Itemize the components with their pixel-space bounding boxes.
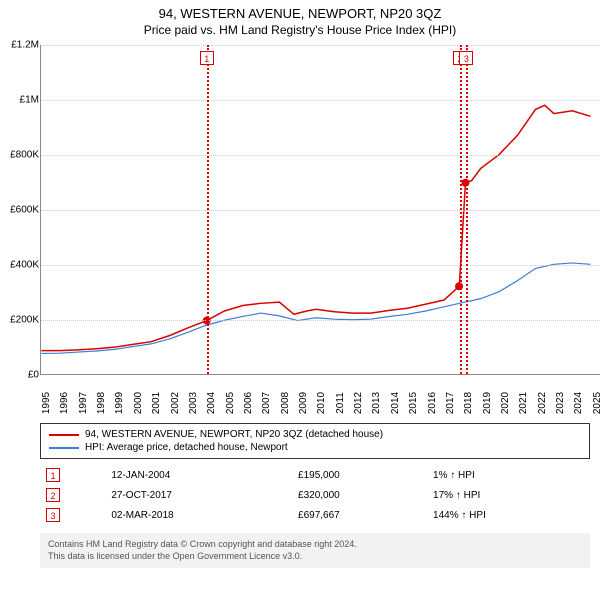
x-axis-tick: 2024 — [573, 392, 584, 414]
chart-subtitle: Price paid vs. HM Land Registry's House … — [0, 21, 600, 45]
event-flag-icon: 1 — [46, 468, 60, 482]
y-axis-tick: £1.2M — [1, 40, 39, 51]
event-price: £697,667 — [292, 505, 427, 525]
gridline — [41, 45, 600, 46]
chart-container: 94, WESTERN AVENUE, NEWPORT, NP20 3QZ Pr… — [0, 0, 600, 568]
event-date: 02-MAR-2018 — [105, 505, 292, 525]
legend-swatch — [49, 434, 79, 436]
gridline — [41, 100, 600, 101]
legend-label: HPI: Average price, detached house, Newp… — [85, 442, 288, 453]
x-axis-tick: 2011 — [335, 392, 346, 414]
x-axis-tick: 2019 — [482, 392, 493, 414]
x-axis-tick: 2021 — [518, 392, 529, 414]
x-axis-tick: 1996 — [59, 392, 70, 414]
legend-item: HPI: Average price, detached house, Newp… — [49, 441, 581, 454]
x-axis-tick: 2013 — [371, 392, 382, 414]
legend-label: 94, WESTERN AVENUE, NEWPORT, NP20 3QZ (d… — [85, 429, 383, 440]
gridline — [41, 155, 600, 156]
x-axis-tick: 2015 — [408, 392, 419, 414]
x-axis-tick: 2009 — [298, 392, 309, 414]
event-delta: 17% ↑ HPI — [427, 485, 590, 505]
x-axis-tick: 2002 — [170, 392, 181, 414]
x-axis-tick: 2018 — [463, 392, 474, 414]
event-row: 3 02-MAR-2018£697,667144% ↑ HPI — [40, 505, 590, 525]
event-vline — [460, 45, 462, 374]
y-axis-tick: £800K — [1, 150, 39, 161]
x-axis-tick: 2000 — [133, 392, 144, 414]
event-date: 27-OCT-2017 — [105, 485, 292, 505]
event-row: 1 12-JAN-2004£195,0001% ↑ HPI — [40, 465, 590, 485]
y-axis-tick: £600K — [1, 205, 39, 216]
event-delta: 144% ↑ HPI — [427, 505, 590, 525]
chart-legend: 94, WESTERN AVENUE, NEWPORT, NP20 3QZ (d… — [40, 423, 590, 459]
y-axis-tick: £0 — [1, 370, 39, 381]
event-row: 2 27-OCT-2017£320,00017% ↑ HPI — [40, 485, 590, 505]
event-vline — [466, 45, 468, 374]
x-axis-tick: 1999 — [114, 392, 125, 414]
event-flag-icon: 2 — [46, 488, 60, 502]
x-axis-tick: 2023 — [555, 392, 566, 414]
event-date: 12-JAN-2004 — [105, 465, 292, 485]
event-price: £195,000 — [292, 465, 427, 485]
footer-attribution: Contains HM Land Registry data © Crown c… — [40, 533, 590, 568]
event-delta: 1% ↑ HPI — [427, 465, 590, 485]
event-vline — [207, 45, 209, 374]
y-axis-tick: £1M — [1, 95, 39, 106]
x-axis-tick: 2001 — [151, 392, 162, 414]
x-axis-tick: 1998 — [96, 392, 107, 414]
event-flag: 3 — [459, 51, 473, 65]
x-axis-tick: 2005 — [225, 392, 236, 414]
x-axis-tick: 2022 — [537, 392, 548, 414]
x-axis-tick: 2007 — [261, 392, 272, 414]
y-axis-tick: £400K — [1, 260, 39, 271]
chart-title: 94, WESTERN AVENUE, NEWPORT, NP20 3QZ — [0, 0, 600, 21]
gridline — [41, 320, 600, 321]
x-axis-tick: 2012 — [353, 392, 364, 414]
event-price: £320,000 — [292, 485, 427, 505]
x-axis-tick: 2006 — [243, 392, 254, 414]
x-axis-tick: 2010 — [316, 392, 327, 414]
x-axis-tick: 1995 — [41, 392, 52, 414]
event-flag-icon: 3 — [46, 508, 60, 522]
x-axis-tick: 2008 — [280, 392, 291, 414]
x-axis-tick: 2003 — [188, 392, 199, 414]
x-axis-tick: 2020 — [500, 392, 511, 414]
x-axis-tick: 2014 — [390, 392, 401, 414]
gridline — [41, 265, 600, 266]
x-axis-tick: 2017 — [445, 392, 456, 414]
x-axis-tick: 1997 — [78, 392, 89, 414]
footer-line-1: Contains HM Land Registry data © Crown c… — [48, 539, 582, 551]
x-axis-tick: 2004 — [206, 392, 217, 414]
y-axis-tick: £200K — [1, 315, 39, 326]
x-axis-tick: 2016 — [427, 392, 438, 414]
footer-line-2: This data is licensed under the Open Gov… — [48, 551, 582, 563]
event-flag: 1 — [200, 51, 214, 65]
events-table: 1 12-JAN-2004£195,0001% ↑ HPI 2 27-OCT-2017… — [40, 465, 590, 525]
x-axis-tick: 2025 — [592, 392, 600, 414]
legend-swatch — [49, 447, 79, 449]
gridline — [41, 210, 600, 211]
legend-item: 94, WESTERN AVENUE, NEWPORT, NP20 3QZ (d… — [49, 428, 581, 441]
chart-plot-area: £0£200K£400K£600K£800K£1M£1.2M1995199619… — [40, 45, 600, 375]
series-property — [41, 105, 590, 350]
series-hpi — [41, 263, 590, 354]
